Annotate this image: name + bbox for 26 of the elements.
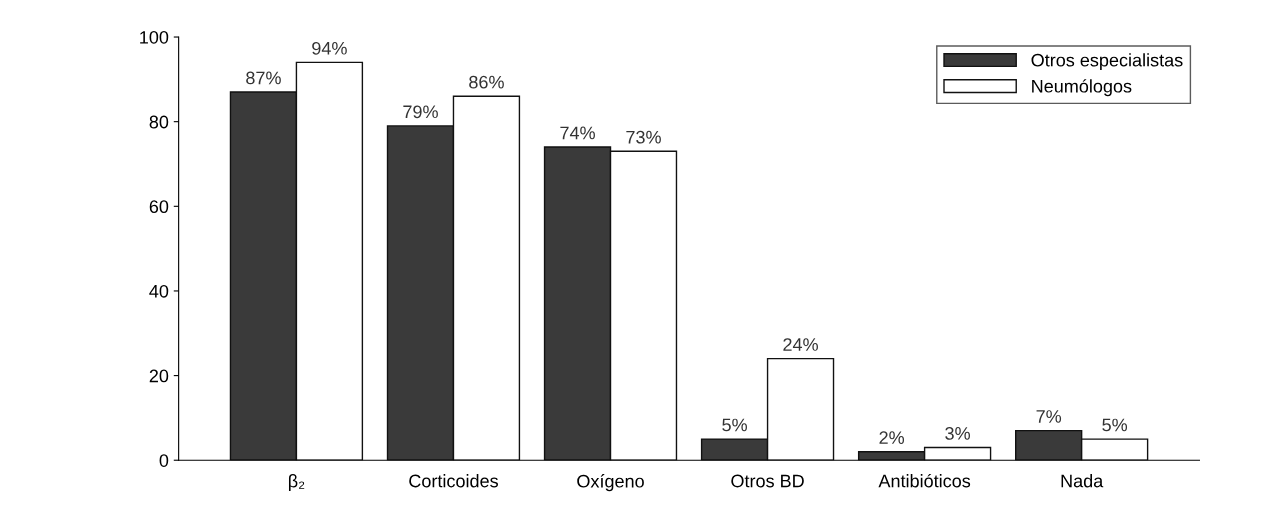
data-label: 7% (1036, 410, 1062, 423)
y-tick-label: 60 (149, 200, 169, 214)
legend-label: Otros especialistas (1031, 53, 1183, 71)
data-label: 87% (246, 71, 281, 85)
data-label: 5% (1102, 418, 1128, 432)
y-tick-label: 100 (140, 30, 169, 44)
y-tick-label: 20 (149, 369, 169, 383)
y-tick-label: 80 (149, 115, 169, 129)
data-label: 73% (626, 130, 661, 144)
data-label: 94% (312, 41, 347, 55)
x-tick-label: β₂ (288, 474, 305, 491)
data-label: 79% (403, 105, 438, 119)
x-tick-label: Antibióticos (878, 473, 971, 488)
data-label: 24% (783, 338, 818, 351)
x-tick-label: Nada (1061, 474, 1104, 488)
y-tick-label: 40 (149, 284, 169, 298)
data-label: 2% (879, 431, 905, 444)
data-label: 3% (945, 427, 970, 440)
data-label: 74% (560, 126, 595, 140)
data-label: 86% (469, 75, 504, 89)
x-tick-label: Corticoides (409, 474, 498, 488)
x-tick-label: Otros BD (731, 474, 804, 488)
legend-label: Neumólogos (1032, 79, 1132, 97)
x-tick-label: Oxígeno (577, 474, 644, 492)
data-label: 5% (722, 418, 747, 432)
y-tick-label: 0 (159, 454, 169, 467)
